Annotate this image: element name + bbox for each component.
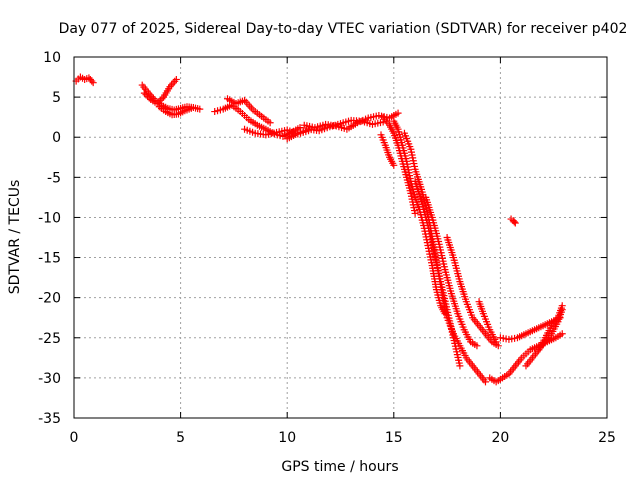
data-point [145, 94, 153, 102]
chart-title: Day 077 of 2025, Sidereal Day-to-day VTE… [59, 21, 628, 37]
data-point [494, 342, 502, 350]
data-point [144, 92, 152, 100]
data-point [140, 89, 148, 97]
x-tick-label: 0 [70, 430, 79, 446]
data-series-arc-14 [411, 177, 464, 370]
data-point [266, 119, 274, 127]
data-point [558, 302, 566, 310]
data-marks [72, 73, 566, 386]
y-tick-label: 10 [43, 50, 61, 66]
data-point [492, 338, 500, 346]
data-series-arc-11 [377, 131, 398, 169]
data-point [172, 75, 180, 83]
data-point [558, 330, 566, 338]
y-tick-label: 5 [52, 90, 61, 106]
data-point [456, 362, 464, 370]
data-series-arc-6 [224, 95, 274, 127]
data-point [88, 77, 96, 85]
y-tick-label: -5 [47, 170, 61, 186]
y-tick-label: 0 [52, 130, 61, 146]
data-series-arc-16 [443, 234, 502, 350]
data-point [187, 104, 195, 112]
data-point [89, 79, 97, 87]
data-point [511, 219, 519, 227]
x-tick-label: 20 [491, 430, 509, 446]
x-tick-label: 5 [176, 430, 185, 446]
data-series-arc-1 [72, 73, 97, 87]
y-axis-title: SDTVAR / TECUs [7, 180, 23, 295]
data-series-arc-8 [283, 116, 387, 143]
y-tick-label: -25 [38, 331, 61, 347]
data-point [510, 218, 518, 226]
axes: 0 5 10 15 20 25 -35 -30 -25 -20 -15 -10 -5 0 5 10 [38, 50, 616, 446]
data-series-arc-18 [486, 330, 566, 386]
data-point [394, 109, 402, 117]
x-tick-label: 25 [598, 430, 616, 446]
data-point [142, 91, 150, 99]
y-tick-label: -15 [38, 251, 61, 267]
data-point [156, 96, 164, 104]
data-point [171, 77, 179, 85]
data-series-arc-15 [422, 193, 481, 350]
data-series-arc-21 [535, 302, 566, 354]
x-tick-label: 15 [385, 430, 403, 446]
plot-frame [73, 56, 608, 419]
data-point [481, 378, 489, 386]
x-tick-label: 10 [278, 430, 296, 446]
data-series-arc-22 [507, 215, 519, 227]
y-tick-label: -35 [38, 411, 61, 427]
data-point [390, 161, 398, 169]
x-axis-title: GPS time / hours [281, 459, 398, 475]
y-tick-label: -10 [38, 210, 61, 226]
data-series-arc-9 [300, 109, 402, 133]
data-point [169, 79, 177, 87]
data-series-arc-4 [155, 103, 195, 119]
data-series-arc-3 [140, 75, 180, 108]
y-tick-label: -30 [38, 371, 61, 387]
data-point [473, 342, 481, 350]
data-series-arc-17 [475, 298, 500, 346]
data-point [196, 105, 204, 113]
data-point [158, 95, 166, 103]
data-point [411, 209, 419, 217]
y-tick-label: -20 [38, 291, 61, 307]
data-series-arc-20 [522, 306, 566, 370]
